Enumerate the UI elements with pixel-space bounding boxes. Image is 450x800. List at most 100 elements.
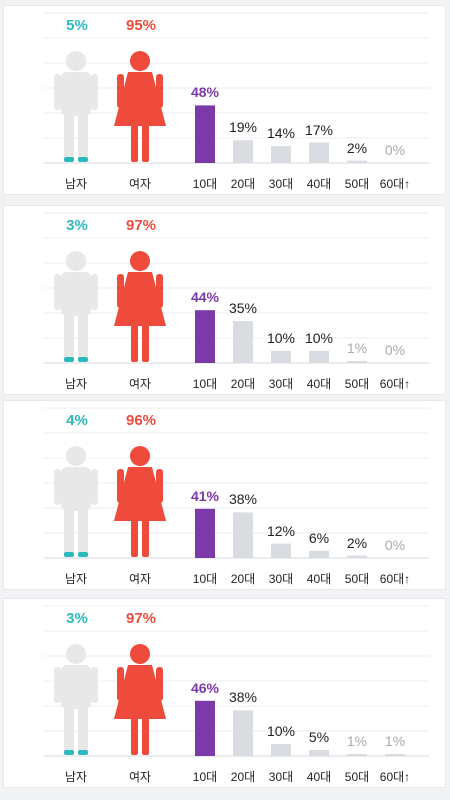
female-label: 여자 [128, 770, 152, 784]
bar-50대 [347, 361, 367, 363]
age-label: 30대 [268, 572, 294, 586]
bar-value-label: 19% [228, 119, 258, 136]
demographic-panel: 3% 97% 남자 여자 46% 10대 38% 20대 10% 30대 5% 40대 1% 50대 1% 6… [3, 598, 446, 788]
bar-value-label: 5% [308, 729, 330, 745]
bar-20대 [233, 321, 253, 363]
age-label: 40대 [306, 377, 332, 391]
bar-value-label: 48% [190, 84, 220, 101]
male-label: 남자 [64, 572, 88, 586]
age-label: 30대 [268, 177, 294, 191]
bar-value-label: 1% [384, 733, 406, 749]
age-label: 30대 [268, 770, 294, 784]
male-icon [54, 644, 98, 755]
age-label: 10대 [192, 377, 218, 391]
female-percent: 96% [125, 412, 157, 429]
demographic-panel: 4% 96% 남자 여자 41% 10대 38% 20대 12% 30대 6% 40대 2% 50대 0% 6… [3, 400, 446, 590]
bar-value-label: 12% [266, 522, 296, 539]
bar-40대 [309, 142, 329, 163]
female-icon [114, 51, 166, 162]
bar-50대 [347, 754, 367, 756]
bar-value-label: 44% [190, 289, 220, 306]
bar-value-label: 14% [266, 125, 296, 142]
bar-30대 [271, 351, 291, 363]
bar-20대 [233, 512, 253, 558]
female-percent: 95% [125, 17, 157, 34]
male-icon [54, 51, 98, 162]
age-label: 20대 [230, 572, 256, 586]
chart-canvas [44, 407, 429, 559]
male-icon [54, 251, 98, 362]
age-label: 60대↑ [379, 177, 411, 191]
bar-40대 [309, 351, 329, 363]
age-label: 50대 [344, 177, 370, 191]
female-label: 여자 [128, 177, 152, 191]
male-percent: 3% [66, 217, 88, 234]
age-label: 30대 [268, 377, 294, 391]
bar-10대 [195, 700, 215, 756]
male-percent: 3% [66, 610, 88, 627]
age-label: 50대 [344, 770, 370, 784]
age-label: 20대 [230, 177, 256, 191]
chart-canvas [44, 12, 429, 164]
male-label: 남자 [64, 177, 88, 191]
male-percent: 5% [66, 17, 88, 34]
female-icon [114, 251, 166, 362]
female-label: 여자 [128, 572, 152, 586]
male-label: 남자 [64, 377, 88, 391]
bar-value-label: 1% [346, 340, 368, 356]
female-icon [114, 446, 166, 557]
chart-canvas [44, 605, 429, 757]
bar-20대 [233, 140, 253, 163]
age-label: 40대 [306, 572, 332, 586]
age-label: 10대 [192, 572, 218, 586]
bar-10대 [195, 310, 215, 363]
bar-value-label: 35% [228, 300, 258, 316]
age-label: 10대 [192, 770, 218, 784]
bar-50대 [347, 160, 367, 163]
bar-value-label: 38% [228, 689, 258, 706]
demographic-panel: 5% 95% 남자 여자 48% 10대 19% 20대 14% 30대 17% 40대 2% 50대 0%… [3, 5, 446, 195]
male-icon [54, 446, 98, 557]
age-label: 20대 [230, 377, 256, 391]
bar-value-label: 17% [304, 121, 334, 138]
age-label: 40대 [306, 770, 332, 784]
bar-value-label: 6% [308, 529, 330, 546]
bar-40대 [309, 550, 329, 558]
female-percent: 97% [125, 217, 157, 234]
bar-value-label: 38% [228, 491, 258, 508]
age-label: 40대 [306, 177, 332, 191]
bar-30대 [271, 543, 291, 558]
age-label: 60대↑ [379, 572, 411, 586]
chart-canvas [44, 212, 429, 364]
bar-value-label: 46% [190, 679, 220, 696]
bar-40대 [309, 750, 329, 756]
age-label: 20대 [230, 770, 256, 784]
age-label: 10대 [192, 177, 218, 191]
bar-value-label: 10% [304, 330, 334, 346]
female-label: 여자 [128, 377, 152, 391]
male-label: 남자 [64, 770, 88, 784]
bar-60대↑ [385, 754, 405, 756]
bar-value-label: 1% [346, 733, 368, 749]
demographic-panel: 3% 97% 남자 여자 44% 10대 35% 20대 10% 30대 10% 40대 1% 50대 0%… [3, 205, 446, 395]
age-label: 60대↑ [379, 770, 411, 784]
bar-10대 [195, 105, 215, 163]
male-percent: 4% [66, 412, 88, 429]
bar-50대 [347, 555, 367, 558]
bar-10대 [195, 508, 215, 558]
bar-value-label: 10% [266, 723, 296, 739]
bar-30대 [271, 146, 291, 163]
bar-20대 [233, 710, 253, 756]
bar-value-label: 10% [266, 330, 296, 346]
age-label: 50대 [344, 572, 370, 586]
age-label: 50대 [344, 377, 370, 391]
bar-value-label: 41% [190, 487, 220, 504]
bar-value-label: 2% [346, 534, 368, 551]
bar-value-label: 2% [346, 139, 368, 156]
bar-30대 [271, 744, 291, 756]
bar-value-label: 0% [384, 537, 406, 553]
female-icon [114, 644, 166, 755]
age-label: 60대↑ [379, 377, 411, 391]
female-percent: 97% [125, 610, 157, 627]
bar-value-label: 0% [384, 142, 406, 158]
